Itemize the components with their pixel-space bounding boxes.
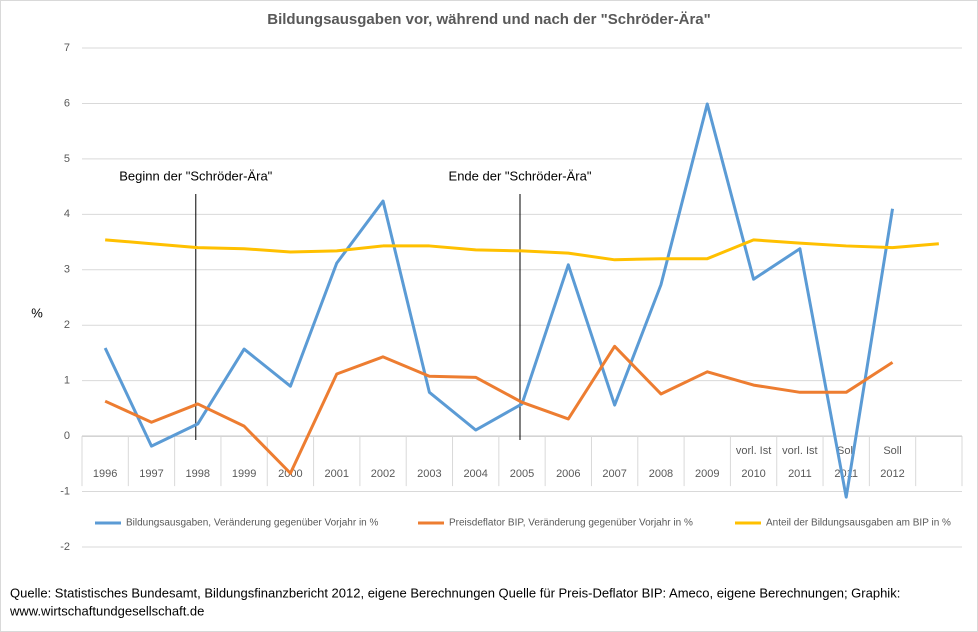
x-tick-label: 1998 [186,468,210,480]
x-tick-label: 1996 [93,468,117,480]
x-tick-note: Soll [883,445,901,457]
x-tick-note: vorl. Ist [782,445,817,457]
legend-label: Preisdeflator BIP, Veränderung gegenüber… [449,518,693,529]
series-line [105,238,939,262]
x-tick-label: 2010 [741,468,765,480]
x-tick-label: 2002 [371,468,395,480]
x-tick-label: 2008 [649,468,673,480]
source: www.wirtschaftundgesellschaft.de [9,603,204,618]
x-tick-label: 2001 [324,468,348,480]
legend-label: Anteil der Bildungsausgaben am BIP in % [766,518,951,529]
y-tick-label: 2 [64,319,70,331]
x-tick-label: 2009 [695,468,719,480]
y-tick-label: 0 [64,430,70,442]
annotation: Beginn der "Schröder-Ära" [119,168,272,183]
x-tick-label: 2011 [834,468,858,480]
x-tick-note: Soll [837,445,855,457]
y-tick-label: -1 [60,485,70,497]
x-tick-label: 2006 [556,468,580,480]
annotation: Ende der "Schröder-Ära" [449,168,592,183]
x-tick-label: 2004 [463,468,487,480]
x-tick-label: 2011 [788,468,812,480]
series-line [103,102,895,499]
x-tick-label: 2012 [880,468,904,480]
y-tick-label: 7 [64,42,70,54]
x-tick-label: 1997 [139,468,163,480]
y-tick-label: -2 [60,541,70,553]
x-tick-note: vorl. Ist [736,445,771,457]
y-axis-label: % [31,305,43,320]
y-tick-label: 3 [64,264,70,276]
y-tick-label: 6 [64,97,70,109]
x-tick-label: 2005 [510,468,534,480]
x-tick-label: 1999 [232,468,256,480]
chart-title: Bildungsausgaben vor, während und nach d… [267,11,710,28]
x-tick-label: 2003 [417,468,441,480]
legend-label: Bildungsausgaben, Veränderung gegenüber … [126,518,379,529]
y-tick-label: 5 [64,153,70,165]
source: Quelle: Statistisches Bundesamt, Bildung… [10,585,900,600]
x-tick-label: 2007 [602,468,626,480]
y-tick-label: 4 [64,208,70,220]
series-line [104,344,894,475]
y-tick-label: 1 [64,375,70,387]
